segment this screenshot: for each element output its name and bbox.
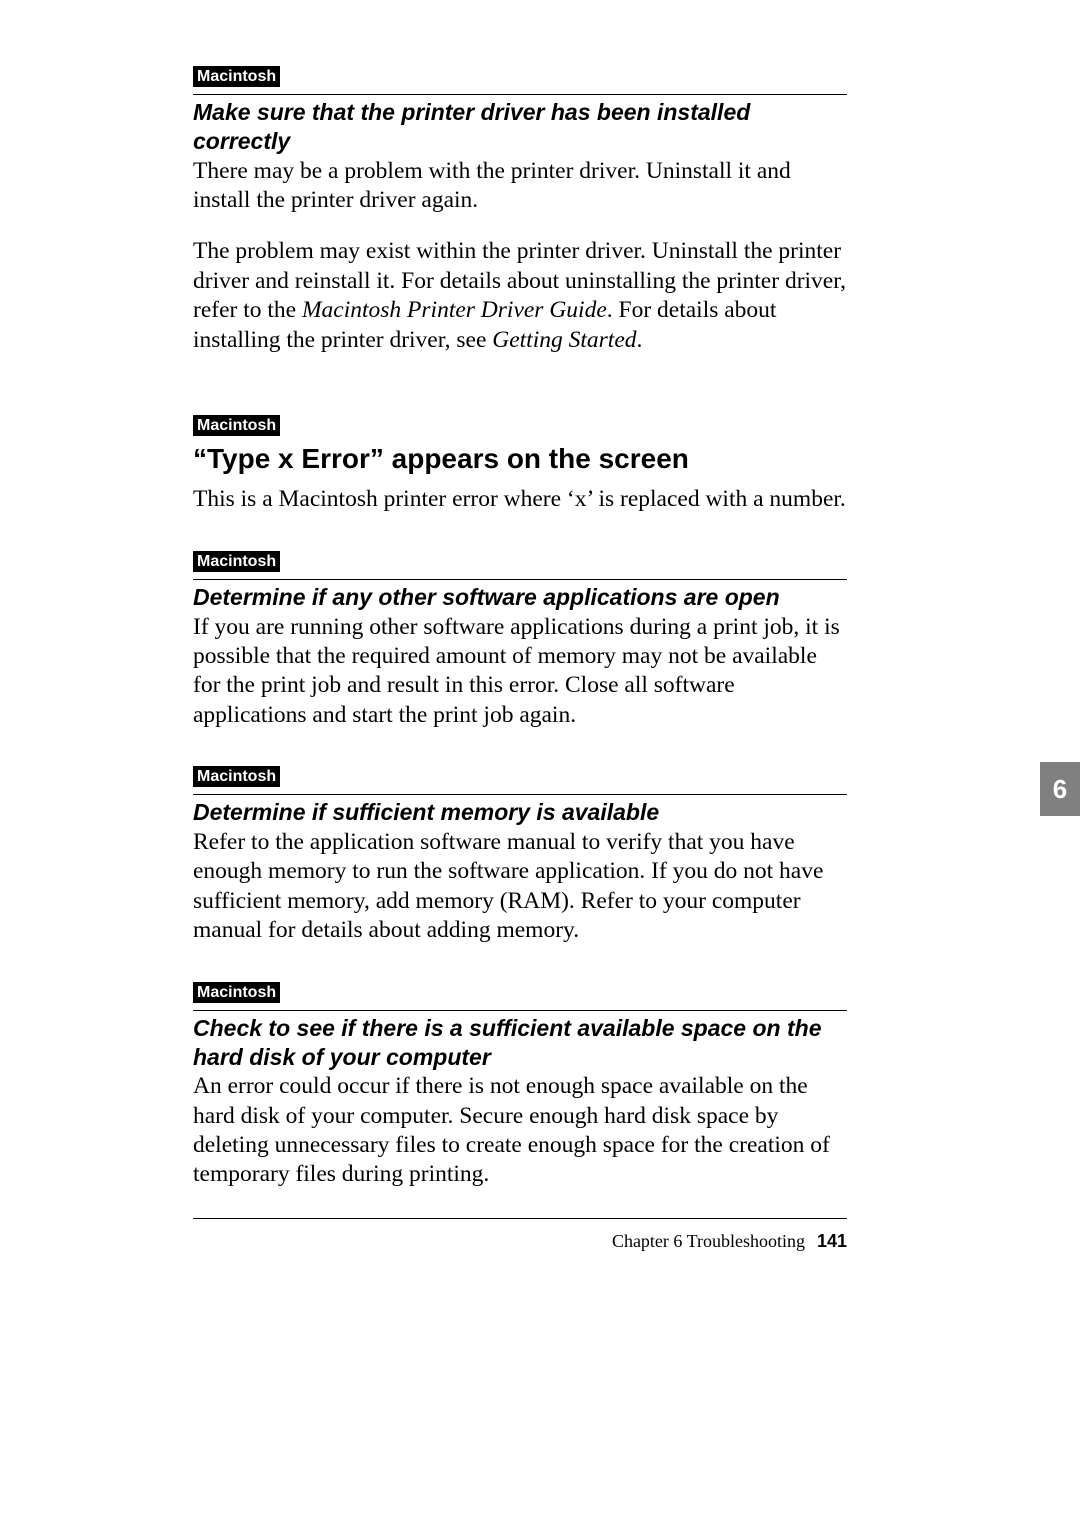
rule <box>193 94 847 95</box>
text-run: . <box>637 327 643 353</box>
chapter-tab: 6 <box>1040 762 1080 816</box>
body-paragraph: Refer to the application software manual… <box>193 828 847 946</box>
section-heading: “Type x Error” appears on the screen <box>193 443 847 475</box>
sub-heading: Make sure that the printer driver has be… <box>193 98 847 156</box>
platform-tag: Macintosh <box>193 66 280 87</box>
rule <box>193 1010 847 1011</box>
platform-tag: Macintosh <box>193 982 280 1003</box>
sub-heading: Determine if any other software applicat… <box>193 583 847 612</box>
footer-text: Chapter 6 Troubleshooting 141 <box>193 1231 847 1252</box>
body-paragraph: If you are running other software applic… <box>193 613 847 731</box>
text-italic: Macintosh Printer Driver Guide <box>302 297 607 323</box>
page-number: 141 <box>817 1231 847 1251</box>
page-content: Macintosh Make sure that the printer dri… <box>193 66 847 1190</box>
sub-heading: Determine if sufficient memory is availa… <box>193 798 847 827</box>
body-paragraph: An error could occur if there is not eno… <box>193 1072 847 1190</box>
platform-tag: Macintosh <box>193 766 280 787</box>
platform-tag: Macintosh <box>193 551 280 572</box>
platform-tag: Macintosh <box>193 415 280 436</box>
footer-rule <box>193 1218 847 1219</box>
body-paragraph: This is a Macintosh printer error where … <box>193 485 847 514</box>
text-italic: Getting Started <box>492 327 636 353</box>
rule <box>193 794 847 795</box>
body-paragraph: The problem may exist within the printer… <box>193 237 847 355</box>
rule <box>193 579 847 580</box>
page-footer: Chapter 6 Troubleshooting 141 <box>193 1218 847 1252</box>
sub-heading: Check to see if there is a sufficient av… <box>193 1014 847 1072</box>
footer-chapter: Chapter 6 Troubleshooting <box>612 1231 805 1251</box>
body-paragraph: There may be a problem with the printer … <box>193 157 847 216</box>
